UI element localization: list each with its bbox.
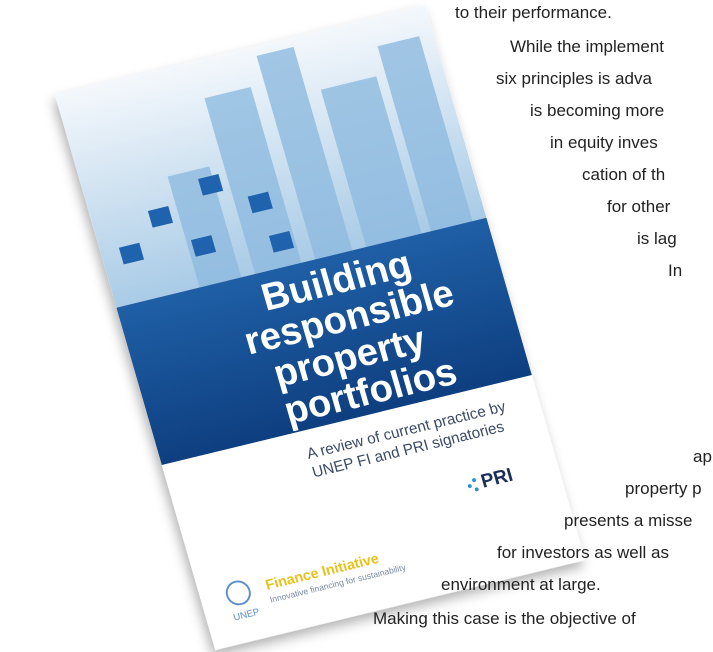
page: Building responsible property portfolios…: [0, 0, 713, 652]
body-line: Making this case is the objective of: [373, 609, 636, 628]
body-line: cation of th: [582, 165, 665, 184]
body-line: for investors as well as: [497, 543, 669, 562]
body-line: environment at large.: [441, 575, 601, 594]
body-line: in equity inves: [550, 133, 658, 152]
body-line: to their performance.: [455, 3, 612, 22]
body-line: six principles is adva: [496, 69, 652, 88]
body-line: property p: [625, 479, 702, 498]
body-line: for other: [607, 197, 671, 216]
body-line: presents a misse: [564, 511, 693, 530]
body-line: In: [668, 261, 682, 280]
body-line: ap: [693, 447, 712, 466]
body-line: While the implement: [510, 37, 664, 56]
body-line: is lag: [637, 229, 677, 248]
body-line: is becoming more: [530, 101, 664, 120]
